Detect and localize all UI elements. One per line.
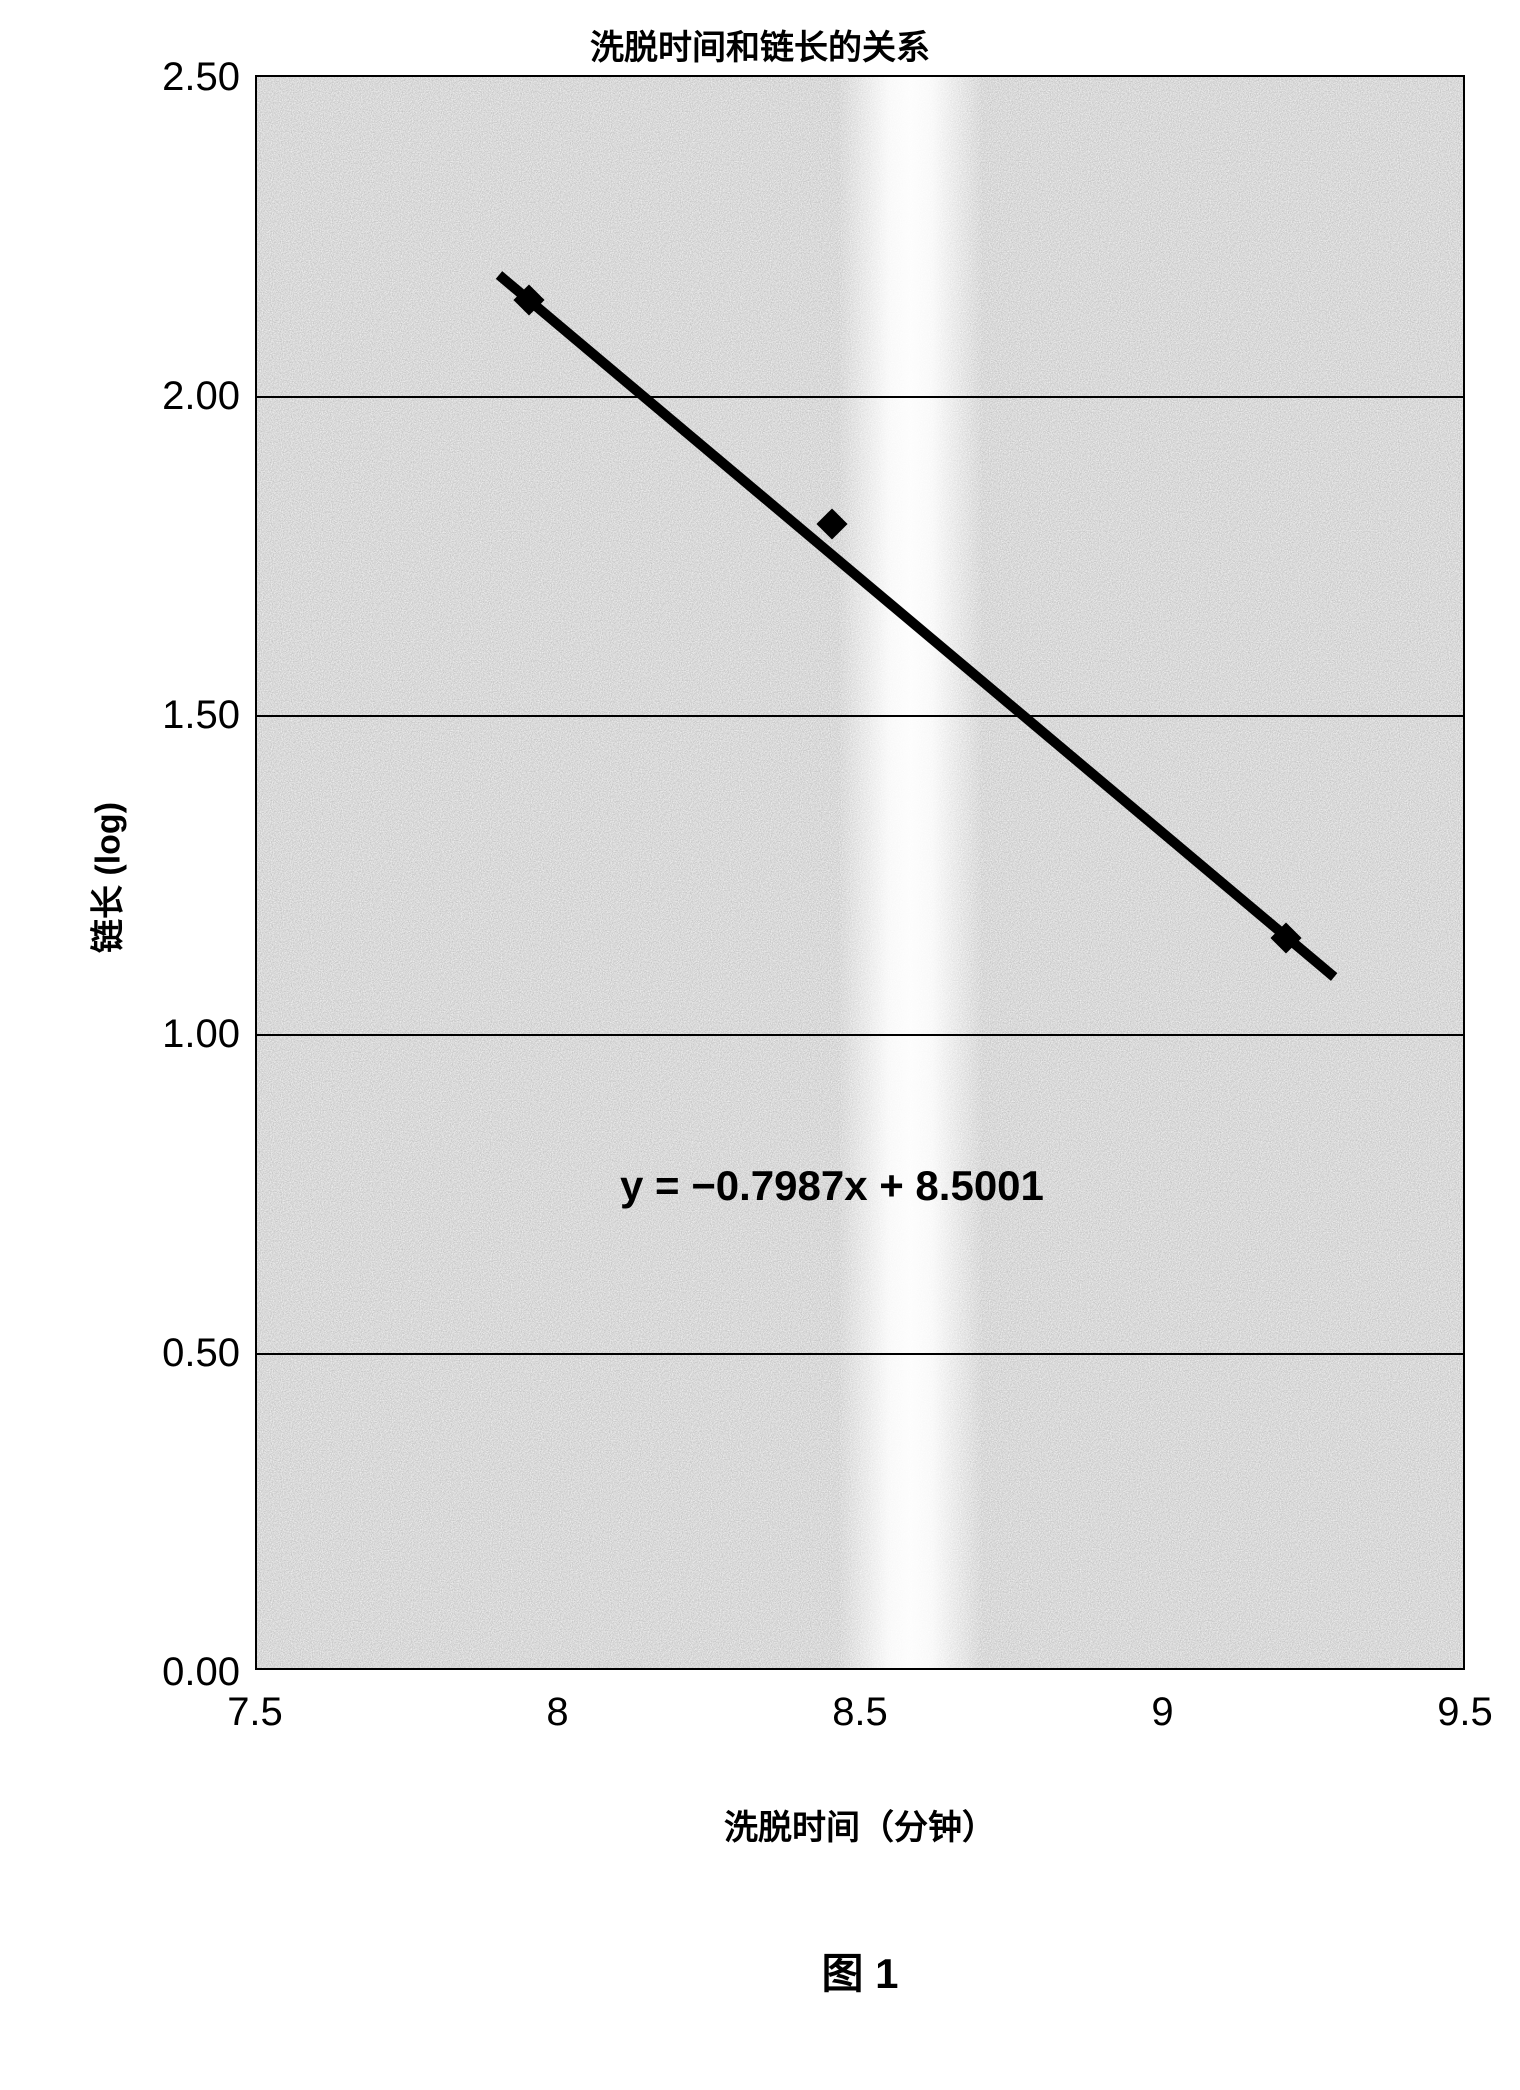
figure-label: 图 1 <box>255 1940 1465 2001</box>
gridline <box>257 1034 1463 1036</box>
light-band <box>838 77 983 1668</box>
gridline <box>257 396 1463 398</box>
x-tick-label: 9 <box>1123 1690 1203 1735</box>
x-tick-label: 7.5 <box>215 1690 295 1735</box>
y-axis-label: 链长 (log) <box>81 787 130 967</box>
y-tick-label: 1.00 <box>162 1012 240 1057</box>
x-tick-label: 8.5 <box>820 1690 900 1735</box>
y-tick-label: 2.00 <box>162 374 240 419</box>
y-tick-label: 0.50 <box>162 1331 240 1376</box>
x-tick-label: 8 <box>518 1690 598 1735</box>
y-tick-label: 1.50 <box>162 693 240 738</box>
y-tick-label: 0.00 <box>162 1650 240 1695</box>
gridline <box>257 715 1463 717</box>
chart-container: 洗脱时间和链长的关系 链长 (log) y = −0.7987x + 8.500… <box>0 0 1520 2090</box>
gridline <box>257 1353 1463 1355</box>
plot-area: y = −0.7987x + 8.5001 <box>255 75 1465 1670</box>
x-tick-label: 9.5 <box>1425 1690 1505 1735</box>
equation-text: y = −0.7987x + 8.5001 <box>620 1162 1044 1210</box>
x-axis-label: 洗脱时间（分钟） <box>255 1800 1465 1849</box>
y-tick-label: 2.50 <box>162 55 240 100</box>
